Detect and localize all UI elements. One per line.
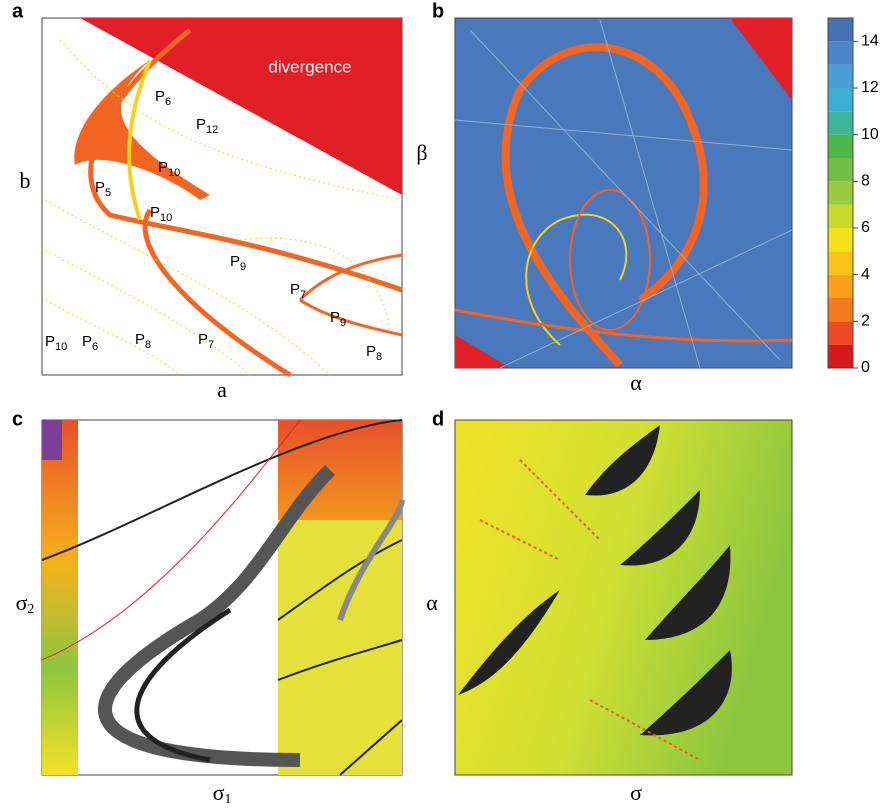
colorbar-segment <box>828 158 853 181</box>
x-axis-label: σ1 <box>213 780 232 803</box>
y-axis-label: α <box>426 590 438 615</box>
panel-label: a <box>12 0 24 22</box>
panel-c-image <box>42 420 402 775</box>
colorbar-segment <box>828 251 853 274</box>
colorbar-segment <box>828 205 853 228</box>
panel-label: d <box>432 408 444 430</box>
colorbar-segment <box>828 345 853 368</box>
colorbar-segment <box>828 321 853 344</box>
panel-d-image <box>455 420 792 775</box>
x-axis-label: σ <box>630 780 642 803</box>
annotation: divergence <box>268 57 351 76</box>
x-axis-label: a <box>217 377 227 402</box>
figure: a b a divergenceP6P12P10P5P10P9P7P9P10P6… <box>0 0 884 803</box>
y-axis-label: β <box>416 140 427 165</box>
colorbar-tick-label: 4 <box>861 266 870 283</box>
colorbar-segment <box>828 111 853 134</box>
y-axis-label: b <box>20 168 31 193</box>
colorbar-segment <box>828 228 853 251</box>
colorbar-segment <box>828 298 853 321</box>
page: a b a divergenceP6P12P10P5P10P9P7P9P10P6… <box>0 0 884 808</box>
y-axis-label: σ2 <box>16 590 35 617</box>
colorbar-segment <box>828 275 853 298</box>
colorbar-segment <box>828 135 853 158</box>
colorbar-tick-label: 6 <box>861 219 870 236</box>
colorbar-tick-label: 10 <box>861 126 879 143</box>
colorbar-segment <box>828 181 853 204</box>
panel-label: c <box>12 408 23 430</box>
colorbar-tick-label: 0 <box>861 359 870 376</box>
colorbar-tick-label: 12 <box>861 79 879 96</box>
colorbar-tick-label: 8 <box>861 173 870 190</box>
panel-b-image <box>455 18 792 368</box>
x-axis-label: α <box>630 370 642 395</box>
colorbar-segment <box>828 88 853 111</box>
colorbar: 0 2 4 6 8 10 12 14 <box>828 18 879 376</box>
colorbar-segment <box>828 41 853 64</box>
colorbar-tick-label: 14 <box>861 33 879 50</box>
colorbar-segment <box>828 65 853 88</box>
colorbar-tick-label: 2 <box>861 313 870 330</box>
panel-label: b <box>432 0 444 22</box>
colorbar-segment <box>828 18 853 41</box>
